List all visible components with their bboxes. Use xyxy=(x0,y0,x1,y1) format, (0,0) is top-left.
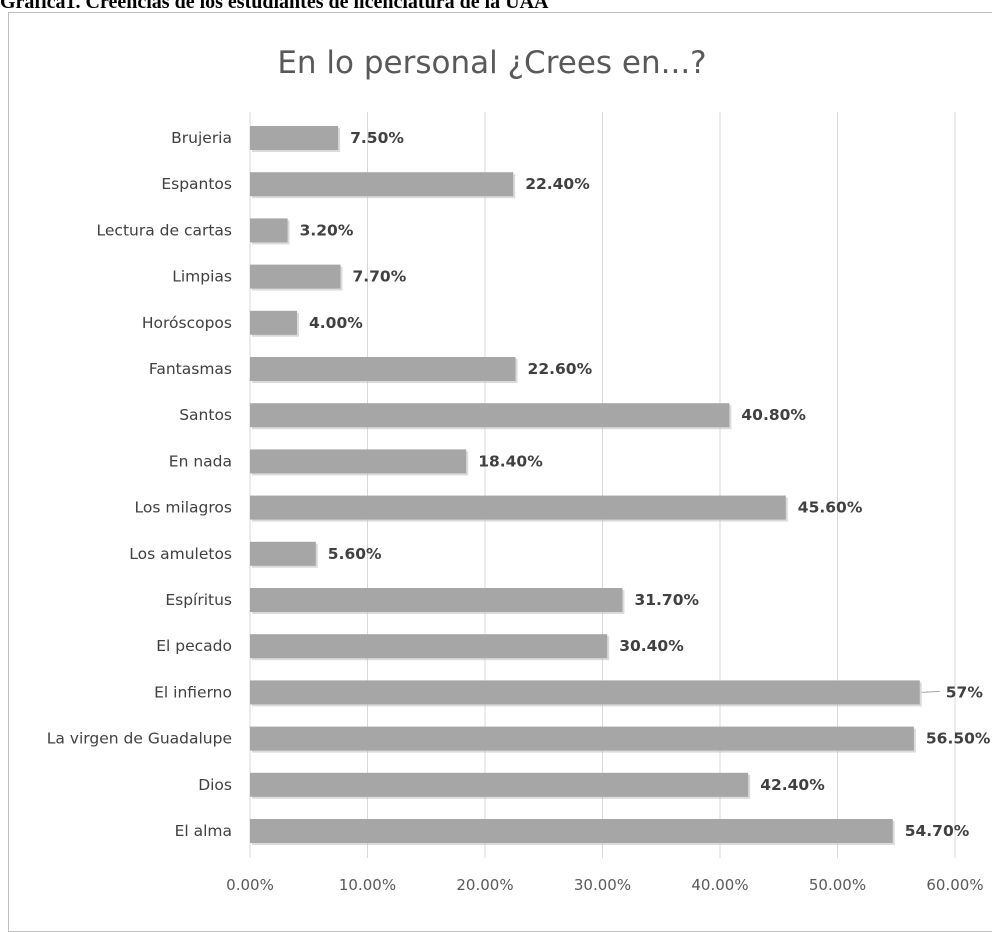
category-label: Limpias xyxy=(172,268,232,286)
x-tick-label: 10.00% xyxy=(339,876,396,894)
label-leader-line xyxy=(921,690,940,693)
chart-title: En lo personal ¿Crees en...? xyxy=(277,45,706,81)
x-tick-label: 40.00% xyxy=(691,876,748,894)
bar xyxy=(250,218,288,243)
category-label: La virgen de Guadalupe xyxy=(47,730,232,748)
value-labels: 7.50% 22.40% 3.20% 7.70% 4.00% 22.60% 40.80% 18… xyxy=(300,129,991,840)
x-axis-tick-labels: 0.00% 10.00% 20.00% 30.00% 40.00% 50.00% 60.00… xyxy=(226,876,983,894)
x-tick-label: 0.00% xyxy=(226,876,274,894)
category-label: Horóscopos xyxy=(142,314,232,332)
value-label: 7.70% xyxy=(352,268,406,286)
value-label: 3.20% xyxy=(300,221,354,239)
value-label: 40.80% xyxy=(741,406,806,424)
bars xyxy=(250,126,922,845)
category-label: Fantasmas xyxy=(149,360,232,378)
bar xyxy=(250,310,297,335)
value-label: 7.50% xyxy=(350,129,404,147)
value-label: 5.60% xyxy=(328,545,382,563)
category-label: Dios xyxy=(198,776,232,794)
bar xyxy=(250,772,749,797)
bar xyxy=(250,680,920,705)
bar xyxy=(250,819,893,843)
value-label: 22.40% xyxy=(525,175,590,193)
category-label: En nada xyxy=(169,452,232,470)
bar xyxy=(250,126,339,150)
bar xyxy=(250,634,608,659)
category-label: Santos xyxy=(179,406,232,424)
x-tick-label: 50.00% xyxy=(809,876,866,894)
category-label: Espantos xyxy=(161,175,232,193)
value-label: 45.60% xyxy=(798,499,863,517)
category-label: Lectura de cartas xyxy=(97,221,232,239)
x-tick-label: 20.00% xyxy=(456,876,513,894)
bar xyxy=(250,172,514,197)
x-tick-label: 60.00% xyxy=(926,876,983,894)
category-label: Los milagros xyxy=(135,499,233,517)
category-label: Los amuletos xyxy=(129,545,232,563)
value-label: 42.40% xyxy=(760,776,825,794)
category-label: El infierno xyxy=(154,683,232,701)
bar xyxy=(250,449,467,474)
bar xyxy=(250,357,516,381)
figure-caption: Grafica1. Creencias de los estudiantes d… xyxy=(0,0,549,13)
x-tick-label: 30.00% xyxy=(574,876,631,894)
category-label: El alma xyxy=(175,822,232,840)
value-label: 18.40% xyxy=(478,452,543,470)
value-label: 31.70% xyxy=(634,591,699,609)
bar xyxy=(250,541,316,566)
category-label: Brujeria xyxy=(171,129,232,147)
category-label: El pecado xyxy=(156,637,232,655)
bar xyxy=(250,726,914,751)
bar xyxy=(250,495,786,520)
value-label: 30.40% xyxy=(619,637,684,655)
category-label: Espíritus xyxy=(165,591,232,609)
value-label: 56.50% xyxy=(926,730,991,748)
bar xyxy=(250,588,623,612)
value-label: 57% xyxy=(946,683,984,701)
bar xyxy=(250,403,730,428)
category-labels: Brujeria Espantos Lectura de cartas Limpias… xyxy=(47,129,232,840)
value-label: 22.60% xyxy=(528,360,593,378)
bar-chart: En lo personal ¿Crees en...? Brujeria Esp… xyxy=(47,45,991,894)
bar xyxy=(250,264,341,289)
value-label: 54.70% xyxy=(905,822,970,840)
value-label: 4.00% xyxy=(309,314,363,332)
